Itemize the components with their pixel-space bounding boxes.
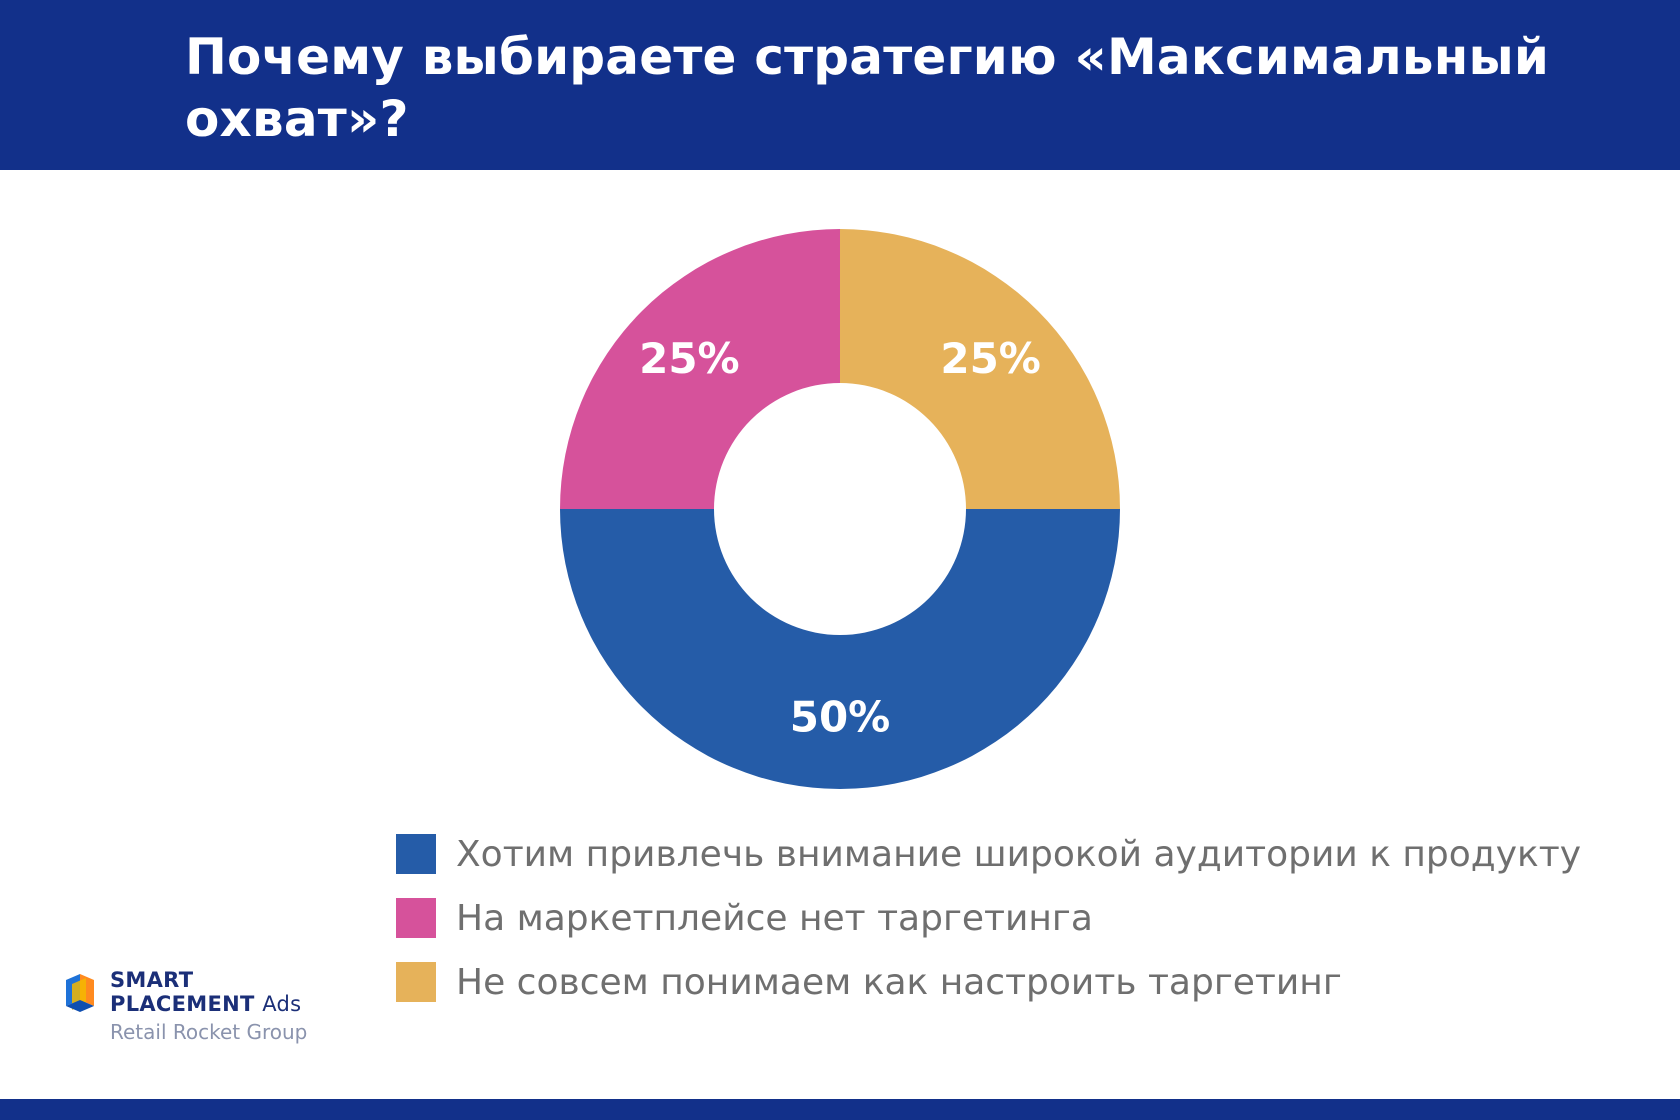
cube-logo-icon — [66, 974, 94, 1012]
legend-item: На маркетплейсе нет таргетинга — [396, 886, 1656, 950]
brand-logo: SMART PLACEMENT Ads Retail Rocket Group — [62, 968, 362, 1048]
slice-no-targeting — [560, 229, 840, 509]
logo-text-ads: Ads — [262, 992, 302, 1016]
logo-text-placement: PLACEMENT Ads — [110, 992, 301, 1016]
slice-targeting-unclear — [840, 229, 1120, 509]
donut-chart: 25% 50% 25% — [560, 229, 1120, 789]
legend-label: Не совсем понимаем как настроить таргети… — [456, 961, 1342, 1003]
legend-swatch-pink — [396, 898, 436, 938]
logo-text-placement-word: PLACEMENT — [110, 992, 255, 1016]
legend-label: Хотим привлечь внимание широкой аудитори… — [456, 833, 1582, 875]
page-title: Почему выбираете стратегию «Максимальный… — [185, 28, 1550, 148]
slice-wide-audience — [560, 509, 1120, 789]
slice-percent-label: 25% — [940, 334, 1041, 383]
logo-text-group: Retail Rocket Group — [110, 1020, 308, 1044]
header-bar: Почему выбираете стратегию «Максимальный… — [0, 0, 1680, 170]
slice-percent-label: 25% — [639, 334, 740, 383]
chart-legend: Хотим привлечь внимание широкой аудитори… — [396, 822, 1656, 1014]
legend-label: На маркетплейсе нет таргетинга — [456, 897, 1093, 939]
legend-item: Хотим привлечь внимание широкой аудитори… — [396, 822, 1656, 886]
legend-item: Не совсем понимаем как настроить таргети… — [396, 950, 1656, 1014]
footer-bar — [0, 1099, 1680, 1120]
legend-swatch-blue — [396, 834, 436, 874]
logo-text-smart: SMART — [110, 968, 194, 992]
legend-swatch-yellow — [396, 962, 436, 1002]
slice-percent-label: 50% — [790, 693, 891, 742]
